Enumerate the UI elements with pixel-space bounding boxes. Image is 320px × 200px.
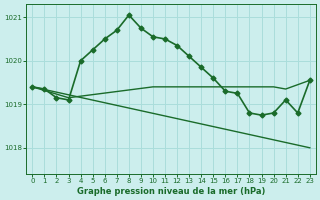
X-axis label: Graphe pression niveau de la mer (hPa): Graphe pression niveau de la mer (hPa) [77,187,265,196]
